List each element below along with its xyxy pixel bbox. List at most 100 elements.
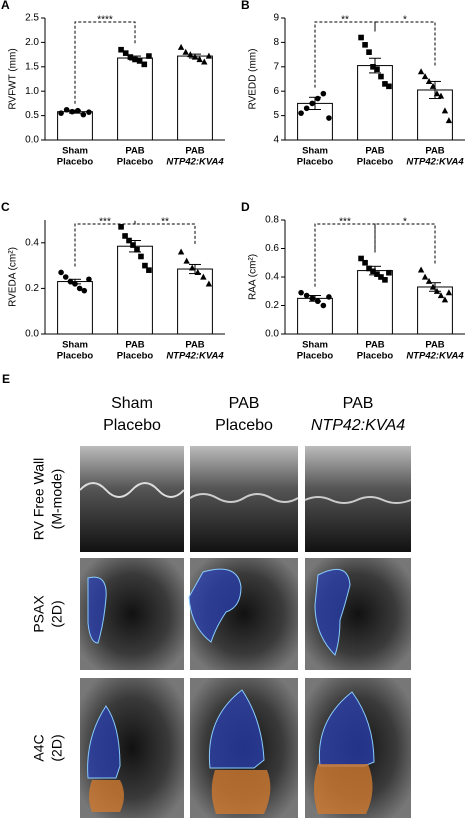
- data-point: [374, 271, 380, 277]
- error-bar: [69, 109, 81, 114]
- region: [208, 689, 265, 769]
- data-point: [118, 46, 124, 53]
- row-label: (2D): [49, 600, 65, 627]
- column-header: Sham: [111, 395, 153, 412]
- x-tick-label: NTP42:KVA4: [406, 351, 464, 362]
- data-point: [134, 246, 140, 253]
- data-point: [320, 302, 327, 309]
- data-point: [382, 81, 388, 87]
- region: [87, 576, 107, 644]
- significance-label: *: [403, 15, 407, 26]
- significance-label: ***: [99, 217, 111, 228]
- data-point: [370, 64, 376, 70]
- x-tick-label: Placebo: [297, 157, 334, 168]
- y-tick-label: 0.2: [265, 300, 279, 311]
- data-point: [189, 264, 196, 271]
- y-tick-label: 7: [273, 61, 279, 72]
- data-point: [127, 54, 134, 60]
- significance-label: **: [341, 15, 349, 26]
- x-tick-label: Sham: [62, 146, 88, 157]
- x-tick-label: Placebo: [57, 351, 94, 362]
- data-point: [441, 107, 449, 114]
- data-point: [58, 110, 64, 116]
- data-point: [445, 117, 453, 124]
- y-tick-label: 0.0: [265, 329, 279, 340]
- y-tick-label: 0.6: [265, 243, 279, 254]
- x-tick-label: PAB: [425, 146, 444, 157]
- bar: [177, 268, 213, 335]
- data-point: [366, 49, 372, 55]
- y-tick-label: 0.5: [25, 110, 39, 121]
- data-point: [362, 42, 368, 48]
- x-tick-label: NTP42:KVA4: [406, 157, 464, 168]
- data-point: [182, 48, 189, 55]
- y-tick-label: 2.5: [25, 13, 39, 24]
- error-bar: [369, 265, 381, 276]
- region: [87, 705, 121, 779]
- y-tick-label: 0.8: [265, 215, 279, 226]
- significance-bracket: [74, 21, 136, 104]
- panel-label: A: [1, 0, 10, 12]
- bar: [177, 55, 213, 141]
- data-point: [326, 115, 332, 121]
- data-point: [378, 274, 384, 280]
- bar: [57, 281, 93, 335]
- x-tick-label: PAB: [185, 146, 204, 157]
- region: [188, 568, 242, 643]
- error-bar: [129, 240, 141, 253]
- bar: [117, 57, 153, 141]
- row-label: RV Free Wall: [31, 458, 47, 540]
- x-tick-label: NTP42:KVA4: [166, 157, 224, 168]
- x-tick-label: Placebo: [297, 351, 334, 362]
- data-point: [138, 253, 144, 260]
- data-point: [366, 265, 372, 272]
- data-point: [386, 83, 392, 90]
- x-tick-label: Sham: [62, 340, 88, 351]
- data-point: [205, 52, 213, 59]
- error-bar: [429, 80, 441, 100]
- data-point: [362, 259, 368, 266]
- significance-bracket: [74, 220, 136, 267]
- data-point: [382, 277, 388, 283]
- panel-label: D: [241, 200, 250, 214]
- x-tick-label: PAB: [125, 340, 144, 351]
- x-tick-label: Placebo: [117, 351, 154, 362]
- y-axis-label: RVEDD (mm): [248, 49, 259, 110]
- row-label: PSAX: [31, 595, 47, 633]
- data-point: [177, 43, 185, 50]
- significance-label: ****: [97, 15, 113, 26]
- significance-bracket: [314, 223, 376, 287]
- column-header: Placebo: [103, 417, 161, 434]
- column-header: PAB: [343, 395, 374, 412]
- bar: [57, 111, 93, 141]
- data-point: [421, 273, 429, 280]
- x-tick-label: PAB: [365, 146, 384, 157]
- error-bar: [309, 96, 321, 110]
- y-tick-label: 8: [273, 37, 279, 48]
- data-point: [141, 61, 148, 68]
- data-point: [437, 92, 445, 99]
- x-tick-label: Sham: [302, 146, 328, 157]
- y-tick-label: 1.5: [25, 61, 39, 72]
- panel-label: B: [241, 0, 250, 12]
- data-point: [122, 233, 128, 239]
- bar: [117, 245, 153, 335]
- trace: [79, 482, 185, 498]
- data-point: [58, 269, 64, 276]
- panel-label: E: [2, 372, 10, 386]
- x-tick-label: Placebo: [117, 157, 154, 168]
- data-point: [445, 289, 453, 296]
- data-point: [177, 248, 185, 255]
- data-point: [62, 274, 69, 280]
- image: [80, 446, 184, 552]
- data-point: [183, 257, 190, 264]
- x-tick-label: Sham: [302, 340, 328, 351]
- data-point: [86, 109, 92, 115]
- y-tick-label: 1.0: [25, 86, 39, 97]
- error-bar: [189, 263, 201, 275]
- y-axis-label: RVFWT (mm): [8, 48, 19, 109]
- y-tick-label: 5: [273, 110, 279, 121]
- y-tick-label: 6: [273, 86, 279, 97]
- error-bar: [69, 278, 81, 285]
- data-point: [205, 280, 213, 287]
